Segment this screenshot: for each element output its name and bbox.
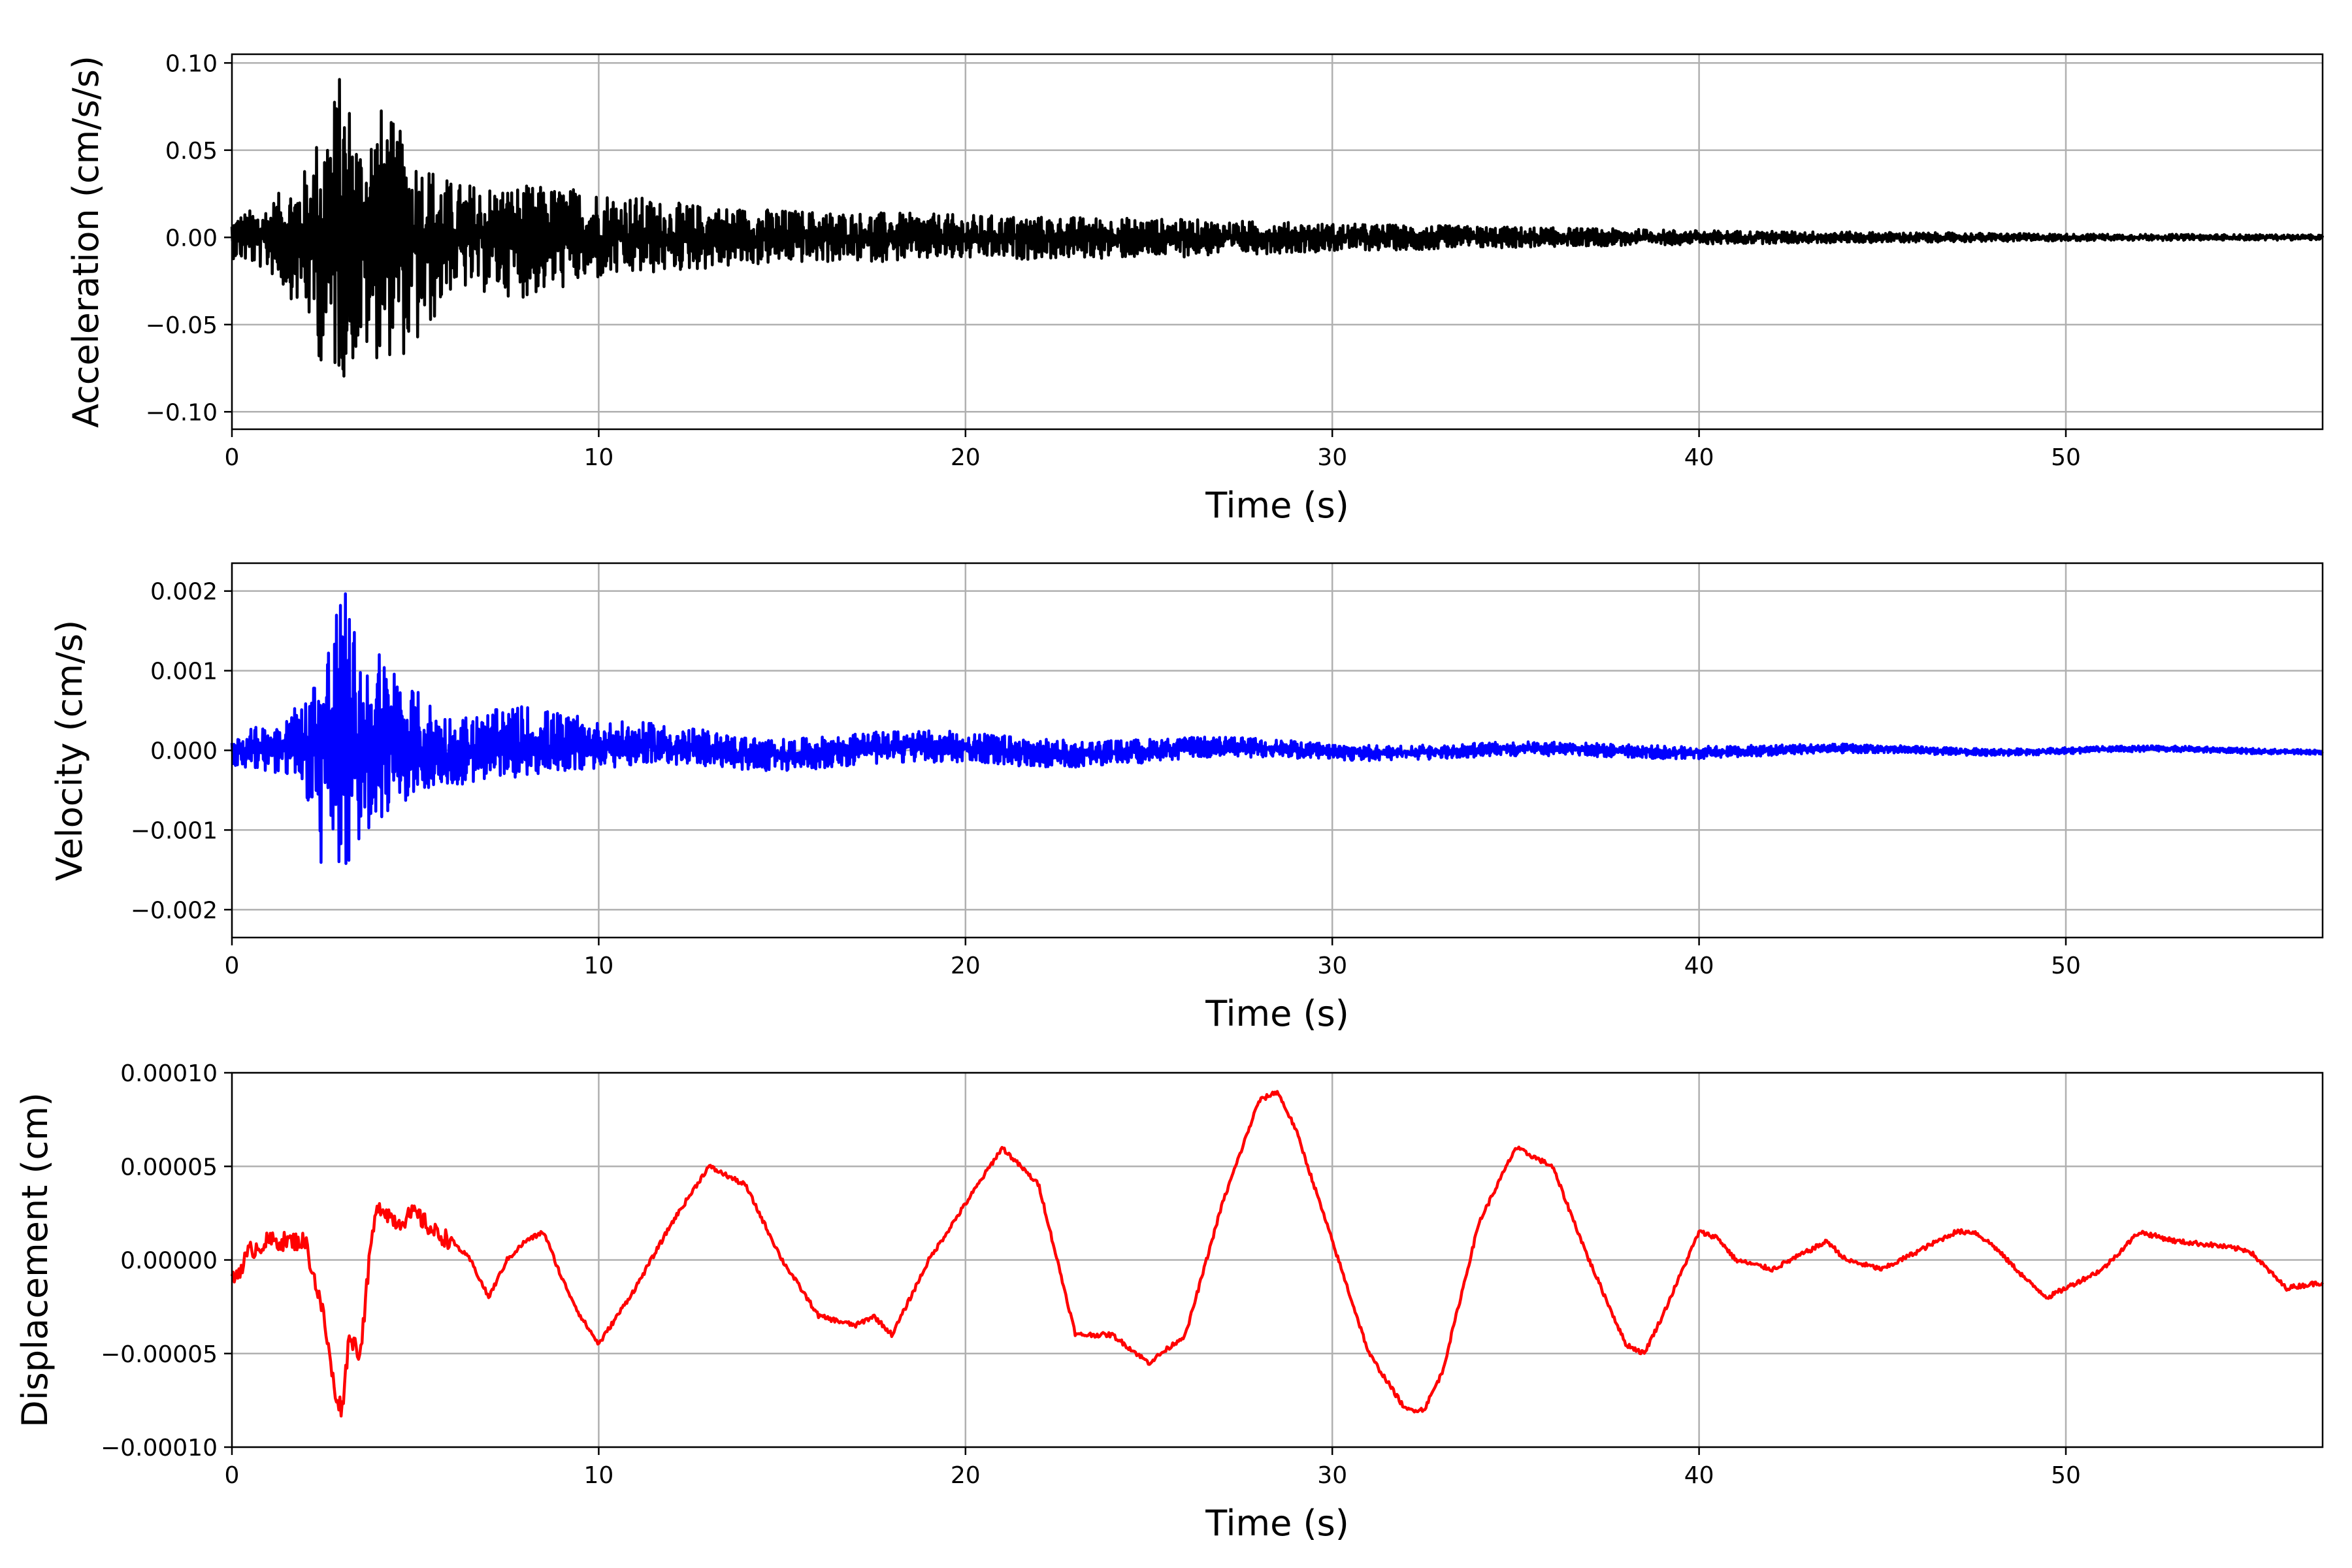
y-tick-label: −0.10 [146,399,218,426]
y-axis-label: Velocity (cm/s) [49,620,90,881]
axes-frame [231,53,2324,431]
y-tick-label: 0.00 [165,225,218,252]
x-tick-label: 0 [225,444,240,471]
panel-acceleration: 0 10 20 30 40 50 −0.10 −0.05 0.00 0.05 0.10 Time (s… [65,50,2325,526]
y-tick-label: 0.00010 [120,1060,218,1087]
y-tick-label: −0.002 [131,897,218,924]
panel-velocity: 0 10 20 30 40 50 −0.002 −0.001 0.000 0.001 0.002 Ti… [49,562,2324,1034]
y-axis-label: Acceleration (cm/s/s) [65,56,106,428]
x-axis-label: Time (s) [1205,1503,1349,1544]
y-tick-label: −0.00005 [101,1341,218,1368]
y-tick-label: −0.001 [131,817,218,844]
x-tick-label: 30 [1317,953,1347,979]
x-axis-label: Time (s) [1205,993,1349,1034]
y-tick-label: 0.002 [150,579,218,606]
displacement-trace [230,1090,2324,1418]
x-tick-label: 40 [1684,444,1714,471]
x-tick-label: 20 [951,1462,981,1489]
y-tick-label: −0.00010 [101,1435,218,1462]
x-tick-label: 10 [583,1462,613,1489]
acceleration-trace [230,78,2325,378]
x-tick-label: 50 [2051,953,2081,979]
x-axis-label: Time (s) [1205,485,1349,526]
y-tick-label: 0.00000 [120,1248,218,1275]
x-tick-label: 20 [951,953,981,979]
x-tick-label: 30 [1317,444,1347,471]
x-tick-label: 40 [1684,1462,1714,1489]
y-tick-label: 0.10 [165,50,218,77]
x-tick-label: 10 [583,444,613,471]
x-tick-label: 50 [2051,444,2081,471]
x-tick-label: 50 [2051,1462,2081,1489]
x-tick-label: 0 [225,1462,240,1489]
y-tick-label: 0.001 [150,659,218,685]
x-tick-label: 30 [1317,1462,1347,1489]
y-tick-label: 0.00005 [120,1154,218,1181]
y-tick-label: 0.05 [165,138,218,165]
velocity-trace [230,592,2324,865]
y-axis-label: Displacement (cm) [14,1092,56,1428]
panel-displacement: 0 10 20 30 40 50 −0.00010 −0.00005 0.00000 0.0000… [14,1060,2324,1544]
x-tick-label: 0 [225,953,240,979]
y-tick-label: 0.000 [150,738,218,765]
x-tick-label: 10 [583,953,613,979]
x-tick-label: 20 [951,444,981,471]
x-tick-label: 40 [1684,953,1714,979]
y-tick-label: −0.05 [146,312,218,339]
